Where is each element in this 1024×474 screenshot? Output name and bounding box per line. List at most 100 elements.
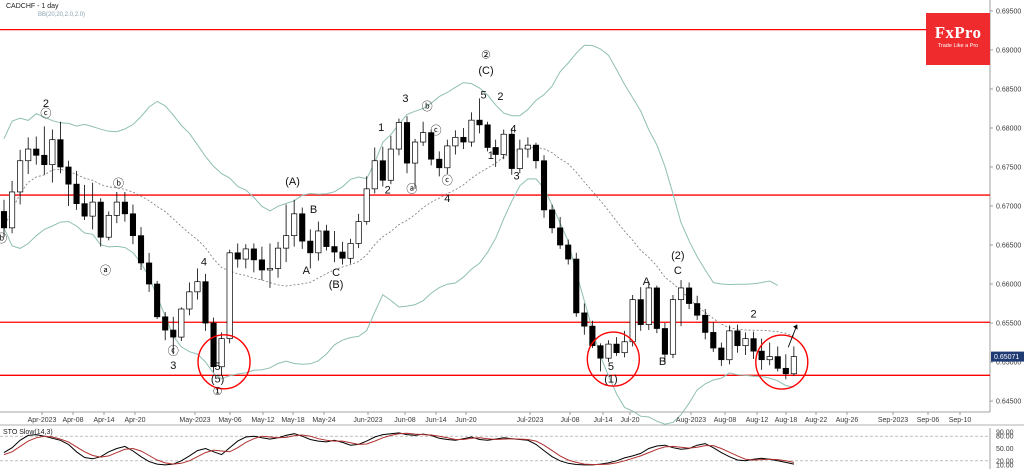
wave-label: ⓒ — [40, 107, 51, 120]
candle-bullish — [49, 139, 56, 165]
wave-label: (C) — [478, 65, 493, 77]
wave-label: 2 — [43, 98, 49, 110]
candle-bearish — [81, 203, 88, 217]
candle-bearish — [782, 367, 789, 375]
oscillator-tick-label: 50.00 — [996, 446, 1014, 453]
wave-label: A — [643, 276, 651, 288]
candle-bullish — [629, 299, 636, 343]
candle-bullish — [25, 148, 32, 162]
x-tick-label: Apr-20 — [124, 417, 145, 424]
wave-label: 3 — [402, 93, 408, 105]
candle-bearish — [758, 350, 765, 361]
wave-label: 5 — [608, 361, 614, 373]
y-tick-label: 0.69500 — [996, 8, 1021, 15]
x-tick-label: Sep-2023 — [878, 417, 908, 424]
y-tick-label: 0.64500 — [996, 399, 1021, 406]
bollinger-middle-line — [3, 146, 795, 337]
y-tick-label: 0.69000 — [996, 47, 1021, 54]
candle-bearish — [484, 124, 491, 148]
bollinger-upper-band — [3, 44, 779, 286]
candle-bullish — [677, 287, 685, 300]
fxpro-logo: FxPro Trade Like a Pro — [926, 13, 990, 65]
wave-label: 4 — [444, 193, 450, 205]
candle-bullish — [105, 215, 112, 238]
candle-bullish — [363, 188, 370, 222]
candle-bearish — [460, 136, 467, 143]
wave-label: 3 — [170, 360, 176, 372]
x-tick-label: Jun-20 — [455, 417, 477, 424]
x-tick-label: Jul-2023 — [517, 417, 544, 424]
candle-bearish — [734, 330, 741, 347]
candle-bearish — [65, 166, 72, 185]
current-price-label: 0.65071 — [994, 354, 1019, 361]
y-tick-label: 0.68500 — [996, 86, 1021, 93]
candle-bullish — [766, 356, 773, 361]
wave-label: ⓑ — [0, 232, 7, 245]
candle-bearish — [532, 144, 540, 162]
candle-bearish — [234, 252, 241, 260]
oscillator-label: STO Slow(14,3) — [3, 429, 53, 436]
x-tick-label: May-2023 — [179, 417, 210, 424]
candle-bullish — [444, 145, 451, 169]
candle-bearish — [549, 209, 556, 229]
x-tick-label: Jul-14 — [593, 417, 612, 424]
candle-bearish — [162, 316, 169, 331]
candle-bearish — [73, 183, 80, 205]
forecast-arrow-head — [793, 324, 798, 330]
candle-bearish — [653, 287, 660, 329]
candle-bullish — [645, 287, 652, 325]
wave-label: (5) — [211, 373, 224, 385]
wave-label: ⓒ — [431, 124, 442, 137]
x-tick-label: Jul-08 — [560, 417, 579, 424]
candle-bullish — [621, 341, 628, 354]
candle-bullish — [89, 201, 96, 217]
wave-label: 1 — [488, 150, 494, 162]
y-tick-label: 0.67000 — [996, 204, 1021, 211]
stochastic-k-line — [3, 432, 795, 466]
x-tick-label: Aug-2023 — [676, 417, 706, 424]
highlight-circle — [197, 334, 251, 390]
candle-bearish — [339, 251, 346, 259]
candle-bearish — [613, 343, 620, 354]
forecast-arrow — [787, 324, 798, 348]
candle-bearish — [33, 148, 40, 156]
candle-bullish — [226, 252, 233, 340]
candle-bearish — [557, 227, 564, 246]
oscillator-tick-label: 20.00 — [996, 458, 1014, 465]
candle-bearish — [323, 230, 330, 247]
wave-label: ① — [213, 386, 223, 398]
candle-bearish — [137, 235, 145, 264]
x-tick-label: Sep-06 — [917, 417, 940, 424]
candle-bullish — [387, 148, 394, 181]
y-tick-label: 0.66500 — [996, 243, 1021, 250]
candle-bearish — [146, 262, 153, 285]
candle-bullish — [742, 338, 749, 347]
candle-bearish — [565, 244, 572, 260]
wave-label: A — [303, 265, 311, 277]
candle-bearish — [299, 213, 306, 242]
x-tick-label: Aug-18 — [775, 417, 798, 424]
wave-label: ⓑ — [113, 177, 124, 190]
candle-bearish — [250, 248, 257, 261]
candle-bearish — [540, 160, 548, 211]
wave-label: C — [674, 265, 682, 277]
y-tick-label: 0.65500 — [996, 321, 1021, 328]
current-price-tag — [991, 351, 1024, 362]
candle-bullish — [347, 243, 354, 259]
candle-bearish — [41, 154, 48, 165]
candle-bearish — [581, 312, 588, 327]
candle-bearish — [694, 303, 701, 316]
x-tick-label: Sep-10 — [949, 417, 972, 424]
candle-bearish — [637, 299, 644, 325]
bollinger-lower-band — [3, 178, 794, 425]
candle-bullish — [790, 356, 797, 375]
wave-label: ⓑ — [422, 100, 433, 113]
candle-bearish — [210, 322, 217, 368]
x-tick-label: May-06 — [218, 417, 241, 424]
candle-bearish — [661, 328, 668, 355]
x-tick-label: May-12 — [251, 417, 274, 424]
candle-bearish — [331, 246, 338, 253]
candle-bearish — [154, 283, 161, 318]
wave-label: ⓒ — [168, 344, 179, 357]
